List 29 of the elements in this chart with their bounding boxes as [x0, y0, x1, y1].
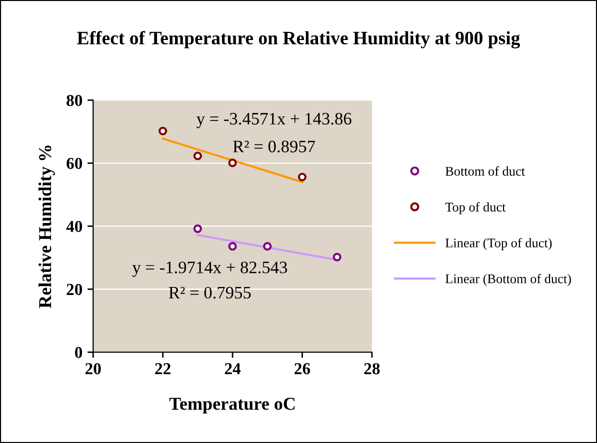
- point: [263, 242, 272, 251]
- legend-label: Bottom of duct: [445, 166, 525, 176]
- y-tick-label: 40: [66, 220, 82, 232]
- y-axis-title: Relative Humidity %: [38, 146, 55, 308]
- point: [228, 158, 237, 168]
- point: [332, 252, 342, 262]
- y-tick-label: 60: [66, 158, 82, 170]
- y-tick-label: 80: [66, 94, 82, 106]
- chart-title: Effect of Temperature on Relative Humidity at 900 psig: [77, 31, 520, 48]
- legend-label: Linear (Bottom of duct): [445, 274, 571, 286]
- annotation: y = -1.9714x + 82.543: [132, 262, 288, 277]
- annotation: R² = 0.8957: [233, 140, 316, 152]
- y-tick-label: 20: [66, 284, 82, 296]
- y-tick-label: 0: [75, 346, 82, 358]
- x-tick-label: 26: [294, 363, 310, 374]
- x-tick-label: 22: [155, 363, 170, 374]
- annotation: y = -3.4571x + 143.86: [196, 112, 352, 128]
- annotation: R² = 0.7955: [168, 286, 251, 299]
- point: [298, 172, 307, 182]
- point: [228, 242, 237, 251]
- legend-label: Top of duct: [445, 202, 506, 214]
- x-tick-label: 28: [364, 363, 380, 374]
- legend-label: Linear (Top of duct): [445, 238, 552, 250]
- x-tick-label: 20: [86, 363, 101, 374]
- x-tick-label: 24: [224, 363, 241, 374]
- x-axis-title: Temperature oC: [169, 398, 295, 414]
- point: [193, 152, 202, 160]
- point: [193, 224, 202, 233]
- point: [158, 126, 168, 136]
